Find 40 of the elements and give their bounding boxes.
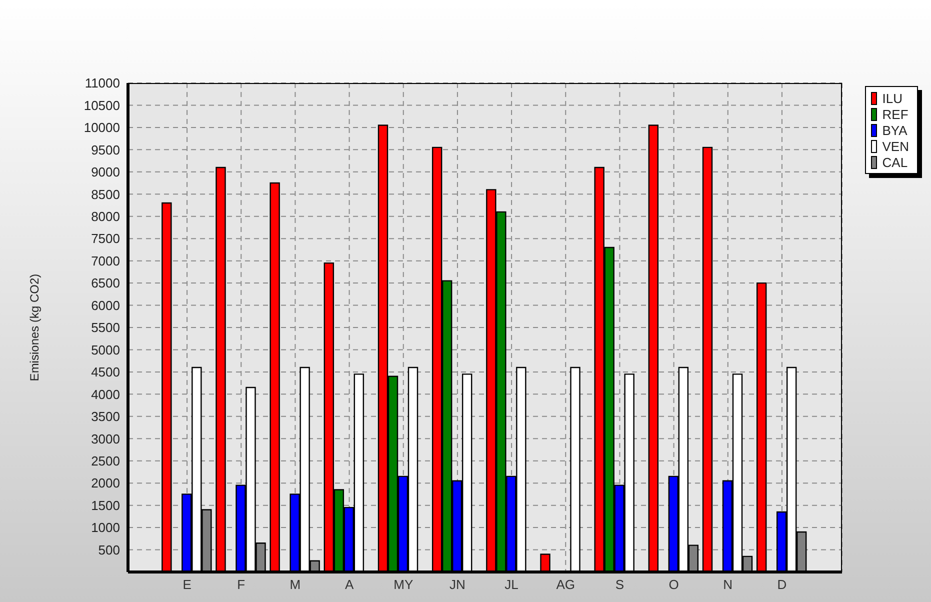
legend-label: BYA <box>882 122 908 138</box>
y-tick-label: 1000 <box>91 520 120 536</box>
legend-label: ILU <box>882 90 902 106</box>
x-tick-label: A <box>344 577 354 592</box>
x-tick-label: MY <box>394 577 414 592</box>
x-tick-label: E <box>182 577 192 592</box>
x-tick-label: D <box>777 577 787 592</box>
x-tick-label: AG <box>556 577 576 592</box>
y-tick-label: 2000 <box>91 476 120 491</box>
x-tick-label: N <box>723 577 733 592</box>
y-tick-label: 10500 <box>84 98 120 113</box>
y-tick-label: 3000 <box>91 431 120 446</box>
y-tick-label: 10000 <box>84 120 120 136</box>
x-tick-label: JL <box>504 577 518 592</box>
y-tick-label: 8000 <box>91 208 120 224</box>
legend-label: VEN <box>882 138 909 154</box>
y-tick-label: 2500 <box>91 453 120 468</box>
y-tick-label: 3500 <box>91 409 120 424</box>
y-tick-label: 1500 <box>91 498 120 513</box>
y-tick-label: 7500 <box>91 231 120 246</box>
y-tick-label: 4000 <box>91 386 120 402</box>
x-tick-label: O <box>668 577 679 592</box>
y-tick-label: 5500 <box>91 320 120 336</box>
y-tick-label: 8500 <box>91 186 120 202</box>
y-tick-label: 11000 <box>84 76 120 91</box>
y-tick-label: 9500 <box>91 142 120 158</box>
x-tick-label: F <box>237 577 246 592</box>
x-tick-label: M <box>290 577 301 592</box>
y-tick-label: 7000 <box>91 253 120 268</box>
x-tick-label: S <box>615 577 624 592</box>
y-tick-label: 5000 <box>91 342 120 358</box>
legend-label: CAL <box>882 154 908 170</box>
y-tick-label: 4500 <box>91 364 120 380</box>
y-tick-label: 500 <box>98 542 120 558</box>
y-axis-title: Emisiones (kg CO2) <box>27 274 42 382</box>
y-tick-label: 6000 <box>91 298 120 313</box>
y-tick-label: 6500 <box>91 276 120 291</box>
y-tick-label: 9000 <box>91 164 120 180</box>
x-tick-label: JN <box>450 577 466 592</box>
legend-label: REF <box>882 106 908 122</box>
